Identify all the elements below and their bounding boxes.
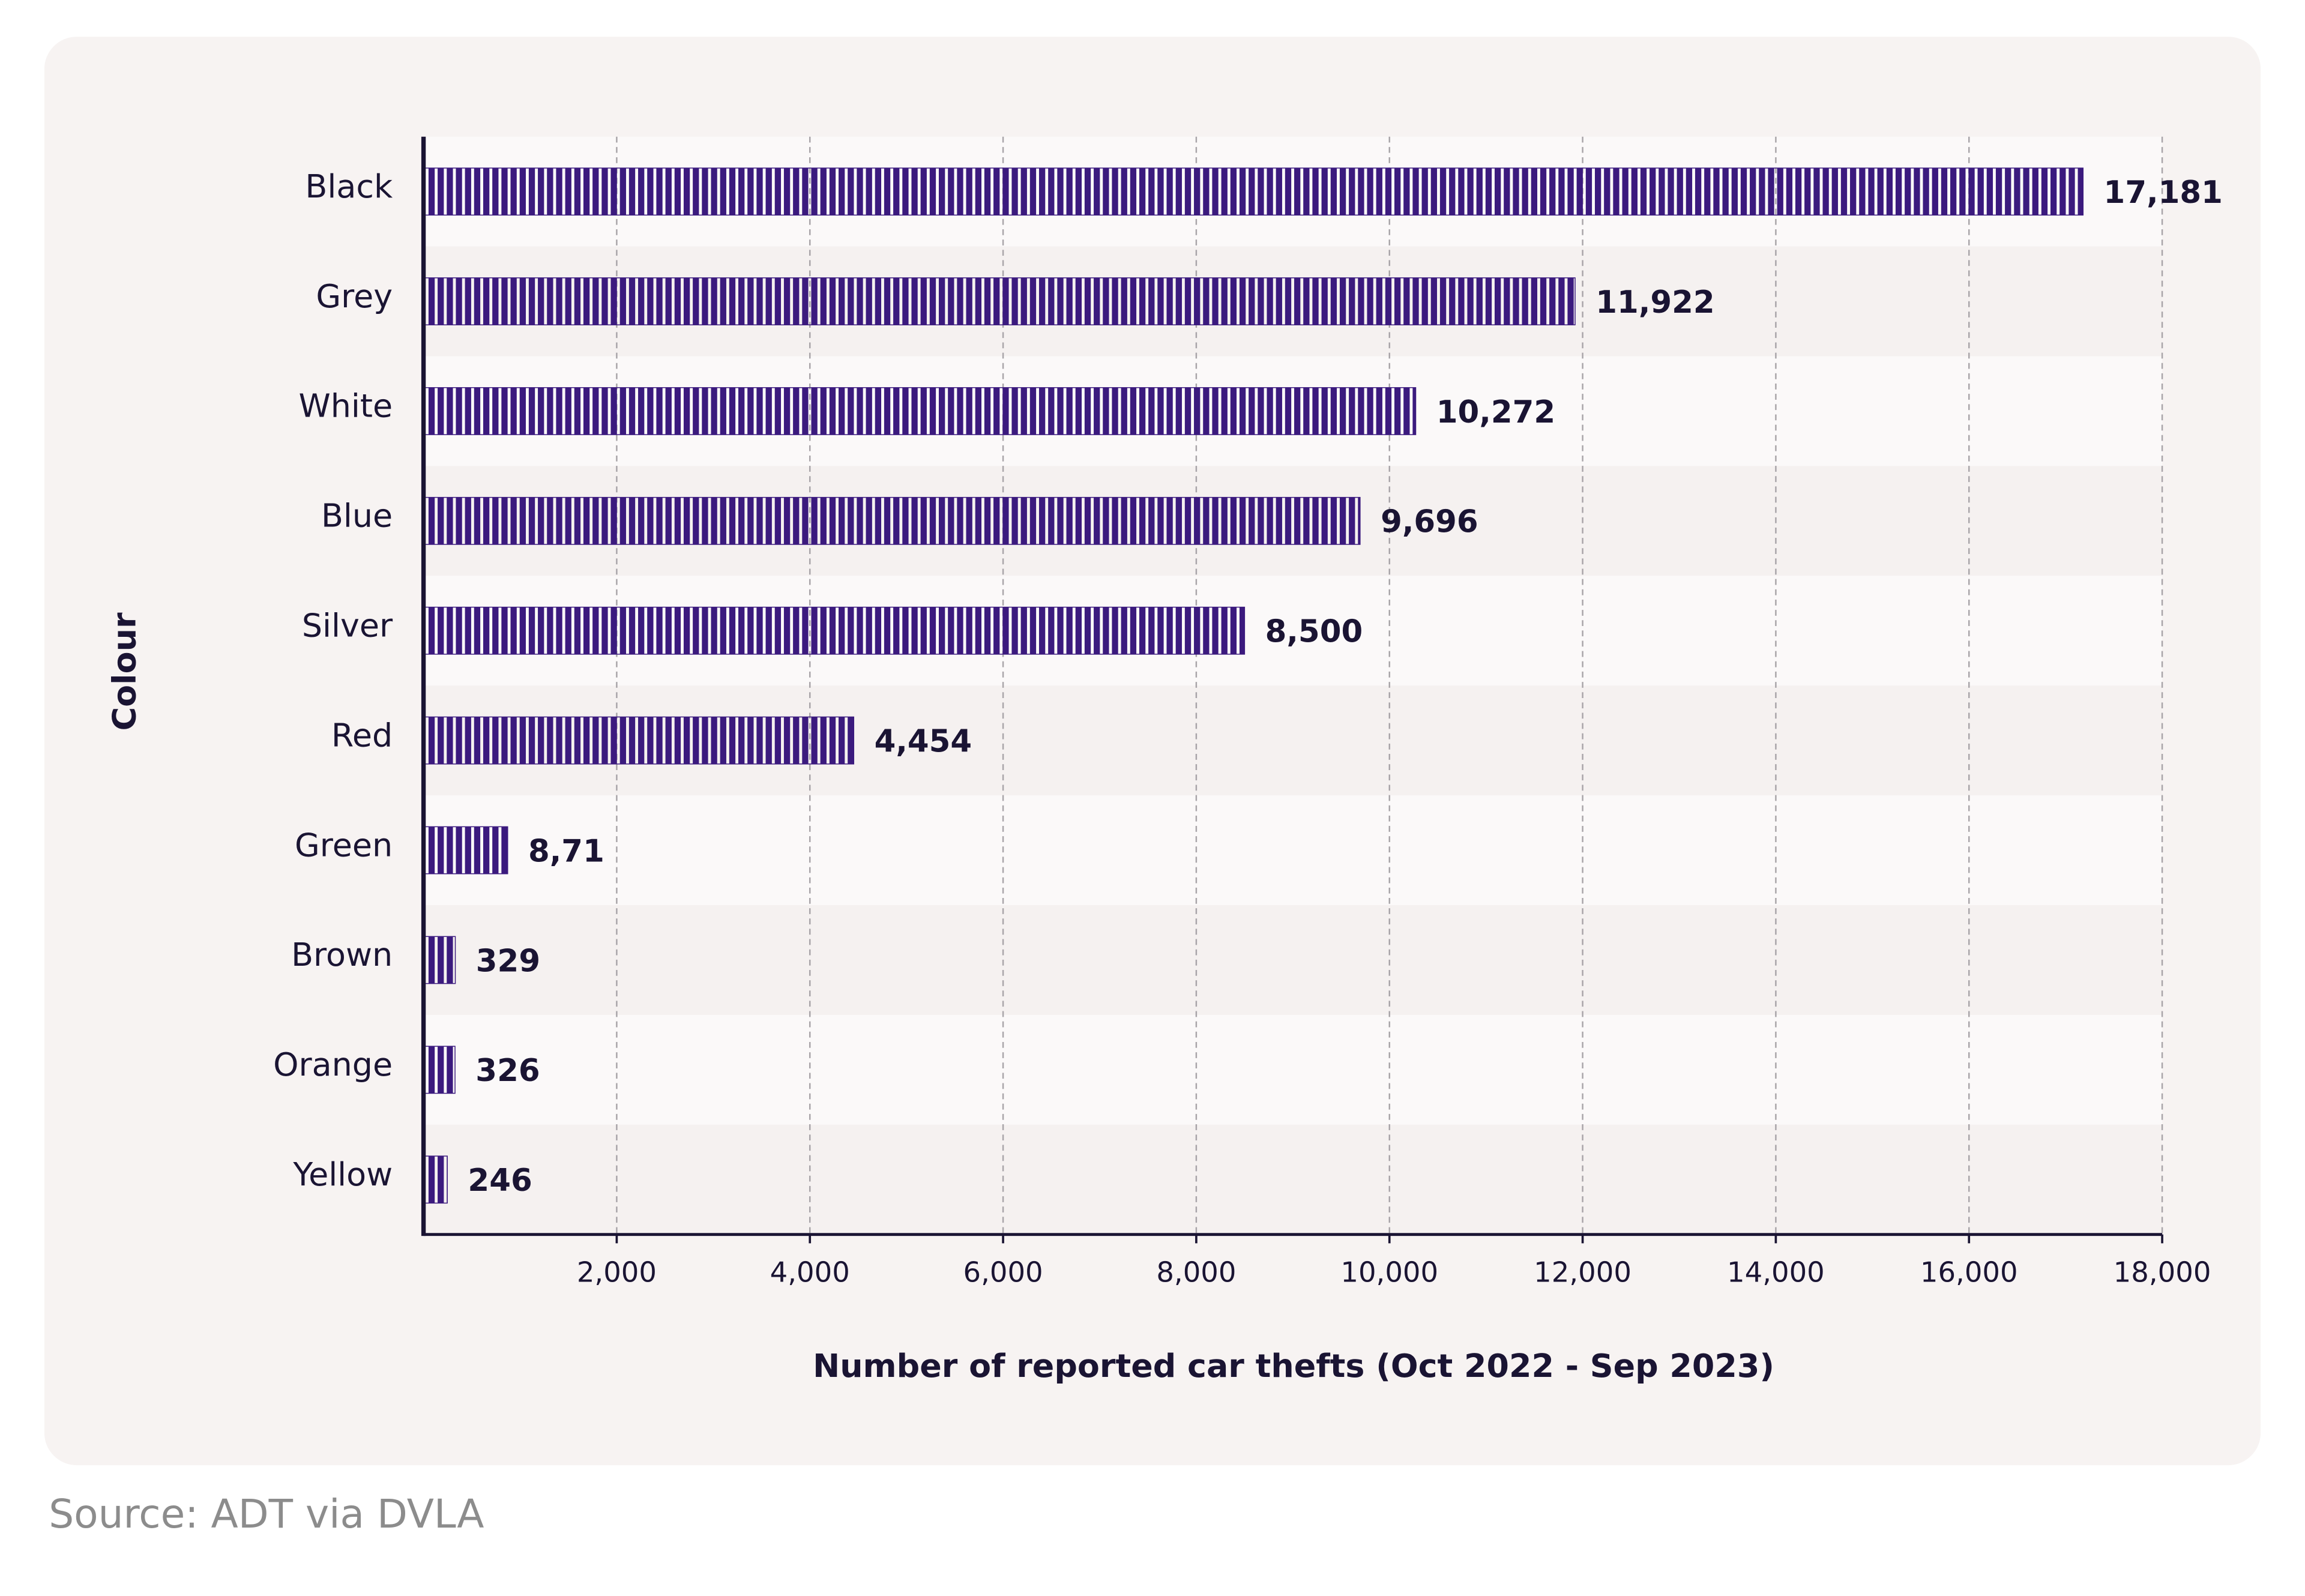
y-tick-label: Black: [305, 167, 393, 205]
value-label: 17,181: [2104, 175, 2223, 211]
bar: [423, 1155, 448, 1204]
y-tick-label: Grey: [316, 277, 393, 315]
row-band: [423, 795, 2163, 905]
value-label: 8,71: [528, 833, 604, 869]
value-label: 329: [476, 943, 540, 979]
y-axis-title: Colour: [106, 612, 143, 730]
bar: [423, 716, 855, 765]
y-tick-label: Yellow: [292, 1155, 393, 1193]
y-tick-label: Red: [331, 716, 393, 754]
bar: [423, 826, 508, 875]
value-label: 9,696: [1381, 504, 1478, 540]
bar: [423, 936, 456, 984]
bar: [423, 1046, 456, 1094]
bar: [423, 496, 1361, 545]
y-tick-label: Blue: [321, 497, 393, 535]
row-band: [423, 905, 2163, 1015]
x-tick-label: 8,000: [1156, 1256, 1236, 1288]
source: Source: ADT via DVLA: [49, 1491, 484, 1537]
row-band: [423, 1014, 2163, 1125]
y-tick-label: Brown: [291, 936, 393, 974]
x-tick-label: 2,000: [577, 1256, 657, 1288]
x-axis-title: Number of reported car thefts (Oct 2022 …: [813, 1347, 1774, 1385]
x-tick-label: 18,000: [2114, 1256, 2211, 1288]
y-tick-label: White: [299, 387, 393, 425]
x-tick-label: 14,000: [1727, 1256, 1825, 1288]
y-tick-label: Green: [295, 826, 393, 864]
y-tick-label: Orange: [273, 1046, 393, 1083]
bar: [423, 277, 1576, 325]
value-label: 246: [468, 1163, 532, 1199]
value-label: 10,272: [1436, 394, 1555, 430]
bar: [423, 167, 2084, 216]
value-label: 8,500: [1265, 614, 1363, 650]
bar: [423, 606, 1246, 655]
x-tick-label: 16,000: [1920, 1256, 2018, 1288]
value-label: 4,454: [875, 724, 972, 760]
x-tick-label: 10,000: [1340, 1256, 1438, 1288]
bar: [423, 387, 1417, 435]
x-tick-label: 4,000: [770, 1256, 850, 1288]
value-label: 326: [475, 1053, 540, 1089]
y-tick-label: Silver: [302, 606, 393, 644]
x-tick-label: 12,000: [1534, 1256, 1632, 1288]
x-tick-label: 6,000: [963, 1256, 1043, 1288]
value-label: 11,922: [1595, 285, 1714, 321]
row-band: [423, 1124, 2163, 1235]
